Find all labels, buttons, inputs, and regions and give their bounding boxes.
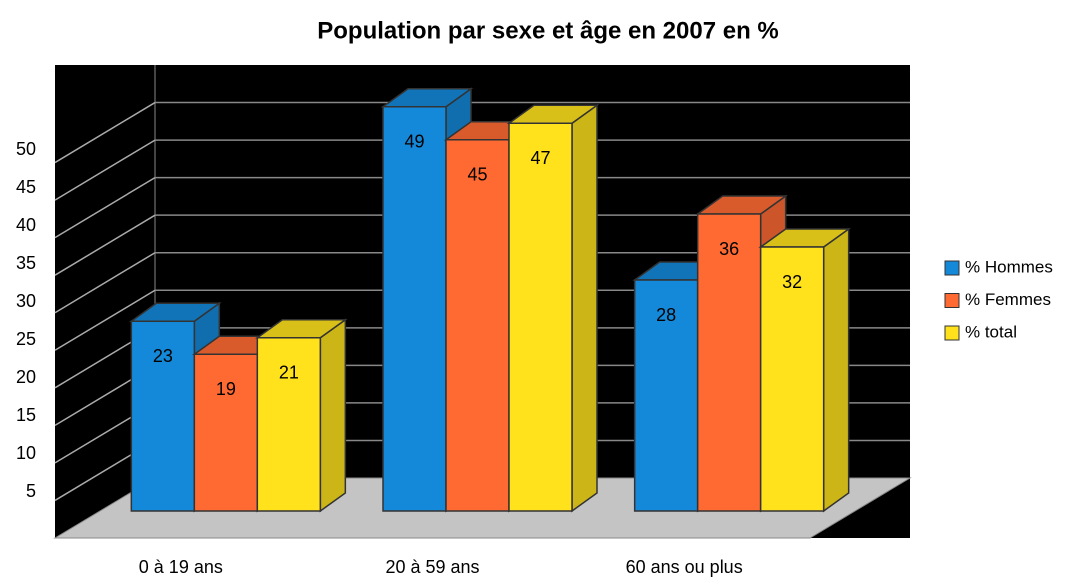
y-tick-label: 30: [16, 291, 36, 311]
y-tick-label: 35: [16, 253, 36, 273]
y-tick-label: 5: [26, 481, 36, 501]
bar-side: [319, 318, 347, 513]
bar: [759, 246, 825, 512]
chart-title: Population par sexe et âge en 2007 en %: [317, 17, 779, 44]
data-label: 19: [216, 379, 236, 399]
legend-label: % total: [965, 322, 1017, 341]
x-tick-label: 20 à 59 ans: [385, 557, 479, 577]
legend-swatch: [944, 325, 960, 341]
bar: [696, 213, 762, 512]
legend-swatch: [944, 260, 960, 276]
x-tick-label: 60 ans ou plus: [626, 557, 743, 577]
legend-label: % Hommes: [965, 257, 1053, 276]
bar: [445, 139, 510, 512]
y-tick-label: 15: [16, 405, 36, 425]
grid-line: [54, 176, 156, 239]
legend-label: % Femmes: [965, 290, 1051, 309]
y-tick-label: 40: [16, 215, 36, 235]
data-label: 21: [279, 363, 299, 383]
data-label: 28: [656, 305, 676, 325]
data-label: 32: [782, 272, 802, 292]
data-label: 49: [404, 132, 424, 152]
bar: [130, 320, 196, 512]
grid-line: [54, 214, 156, 276]
data-label: 36: [719, 239, 739, 259]
bar: [633, 279, 699, 512]
data-label: 47: [530, 148, 550, 168]
grid-line: [54, 289, 156, 351]
y-tick-label: 20: [16, 367, 36, 387]
y-tick-label: 25: [16, 329, 36, 349]
grid-line: [54, 139, 156, 201]
bar: [193, 353, 259, 512]
grid-line: [54, 252, 156, 314]
grid-line: [54, 101, 156, 164]
bar-side: [571, 103, 598, 513]
bar: [256, 337, 322, 512]
bar-side: [822, 227, 850, 513]
y-tick-label: 45: [16, 177, 36, 197]
bar: [508, 122, 573, 512]
bar: [382, 106, 447, 512]
x-tick-label: 0 à 19 ans: [139, 557, 223, 577]
y-tick-label: 10: [16, 443, 36, 463]
data-label: 45: [467, 165, 487, 185]
legend-swatch: [944, 293, 960, 308]
data-label: 23: [153, 346, 173, 366]
y-tick-label: 50: [16, 139, 36, 159]
